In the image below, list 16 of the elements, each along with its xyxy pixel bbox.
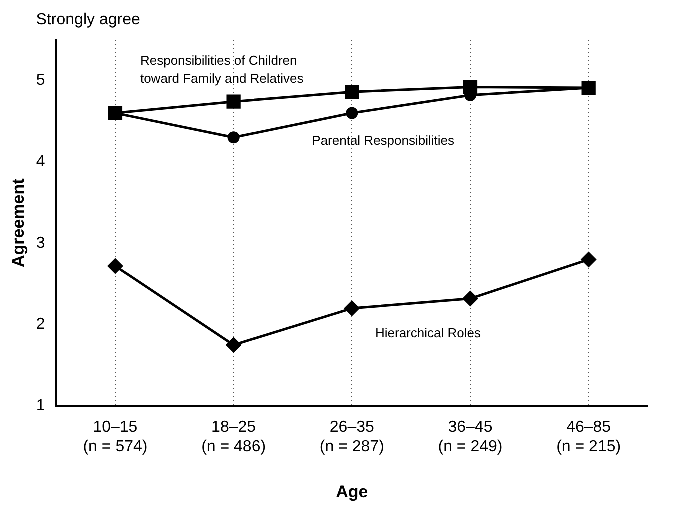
y-tick-label: 5 xyxy=(36,72,46,90)
y-tick-label: 3 xyxy=(36,234,46,252)
x-tick-label: 26–35 (n = 287) xyxy=(320,419,384,456)
y-axis-title: Agreement xyxy=(8,178,28,268)
y-tick-label: 4 xyxy=(36,153,46,170)
x-axis-title: Age xyxy=(336,482,368,502)
y-tick-label: 1 xyxy=(36,398,46,415)
series-label: Hierarchical Roles xyxy=(375,325,482,340)
series-label: Responsibilities of Children toward Family and Relatives xyxy=(140,52,304,86)
x-tick-label: 18–25 (n = 486) xyxy=(202,419,266,456)
text: Strongly agree xyxy=(36,11,140,28)
x-tick-label: 46–85 (n = 215) xyxy=(556,419,622,456)
x-tick-label: 36–45 (n = 249) xyxy=(438,419,503,456)
x-tick-label: 10–15 (n = 574) xyxy=(83,419,148,456)
y-tick-label: 2 xyxy=(36,316,46,334)
series-label: Parental Responsibilities xyxy=(312,132,455,148)
